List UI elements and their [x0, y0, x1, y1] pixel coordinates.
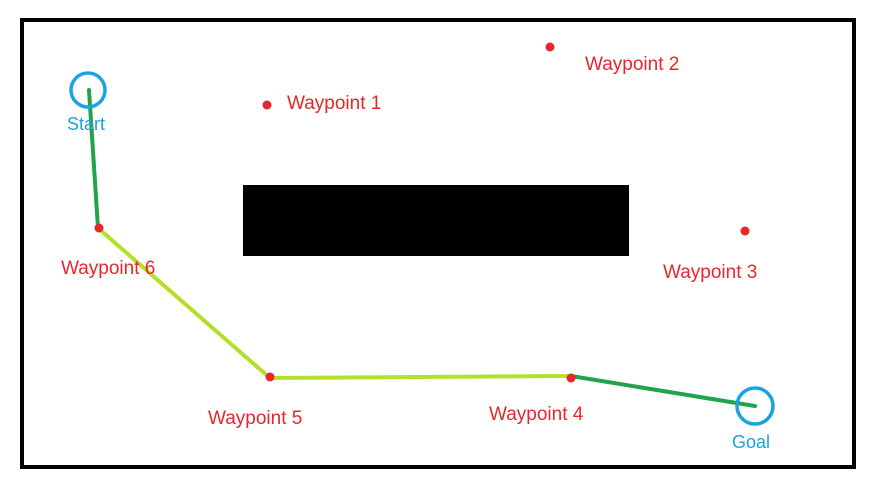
waypoint-5-label: Waypoint 5	[208, 408, 302, 429]
waypoint-6-dot	[94, 223, 104, 233]
start-marker	[69, 71, 107, 109]
path-segment-waypoint-6-to-waypoint-5	[96, 226, 272, 380]
waypoint-6-label: Waypoint 6	[61, 258, 155, 279]
start-label: Start	[67, 114, 105, 134]
obstacle	[243, 185, 629, 256]
path-segment-start-to-waypoint-6	[87, 88, 100, 230]
waypoint-4-dot	[566, 373, 576, 383]
waypoint-2-label: Waypoint 2	[585, 54, 679, 75]
waypoint-3-label: Waypoint 3	[663, 262, 757, 283]
goal-label: Goal	[732, 432, 770, 452]
goal-marker	[735, 386, 775, 426]
waypoint-1-label: Waypoint 1	[287, 93, 381, 114]
waypoint-1-dot	[262, 100, 272, 110]
waypoint-3-dot	[740, 226, 750, 236]
path-segment-waypoint-4-to-goal	[569, 374, 757, 408]
waypoint-2-dot	[545, 42, 555, 52]
path-segment-waypoint-5-to-waypoint-4	[268, 374, 573, 380]
waypoint-4-label: Waypoint 4	[489, 404, 584, 425]
waypoint-5-dot	[265, 372, 275, 382]
